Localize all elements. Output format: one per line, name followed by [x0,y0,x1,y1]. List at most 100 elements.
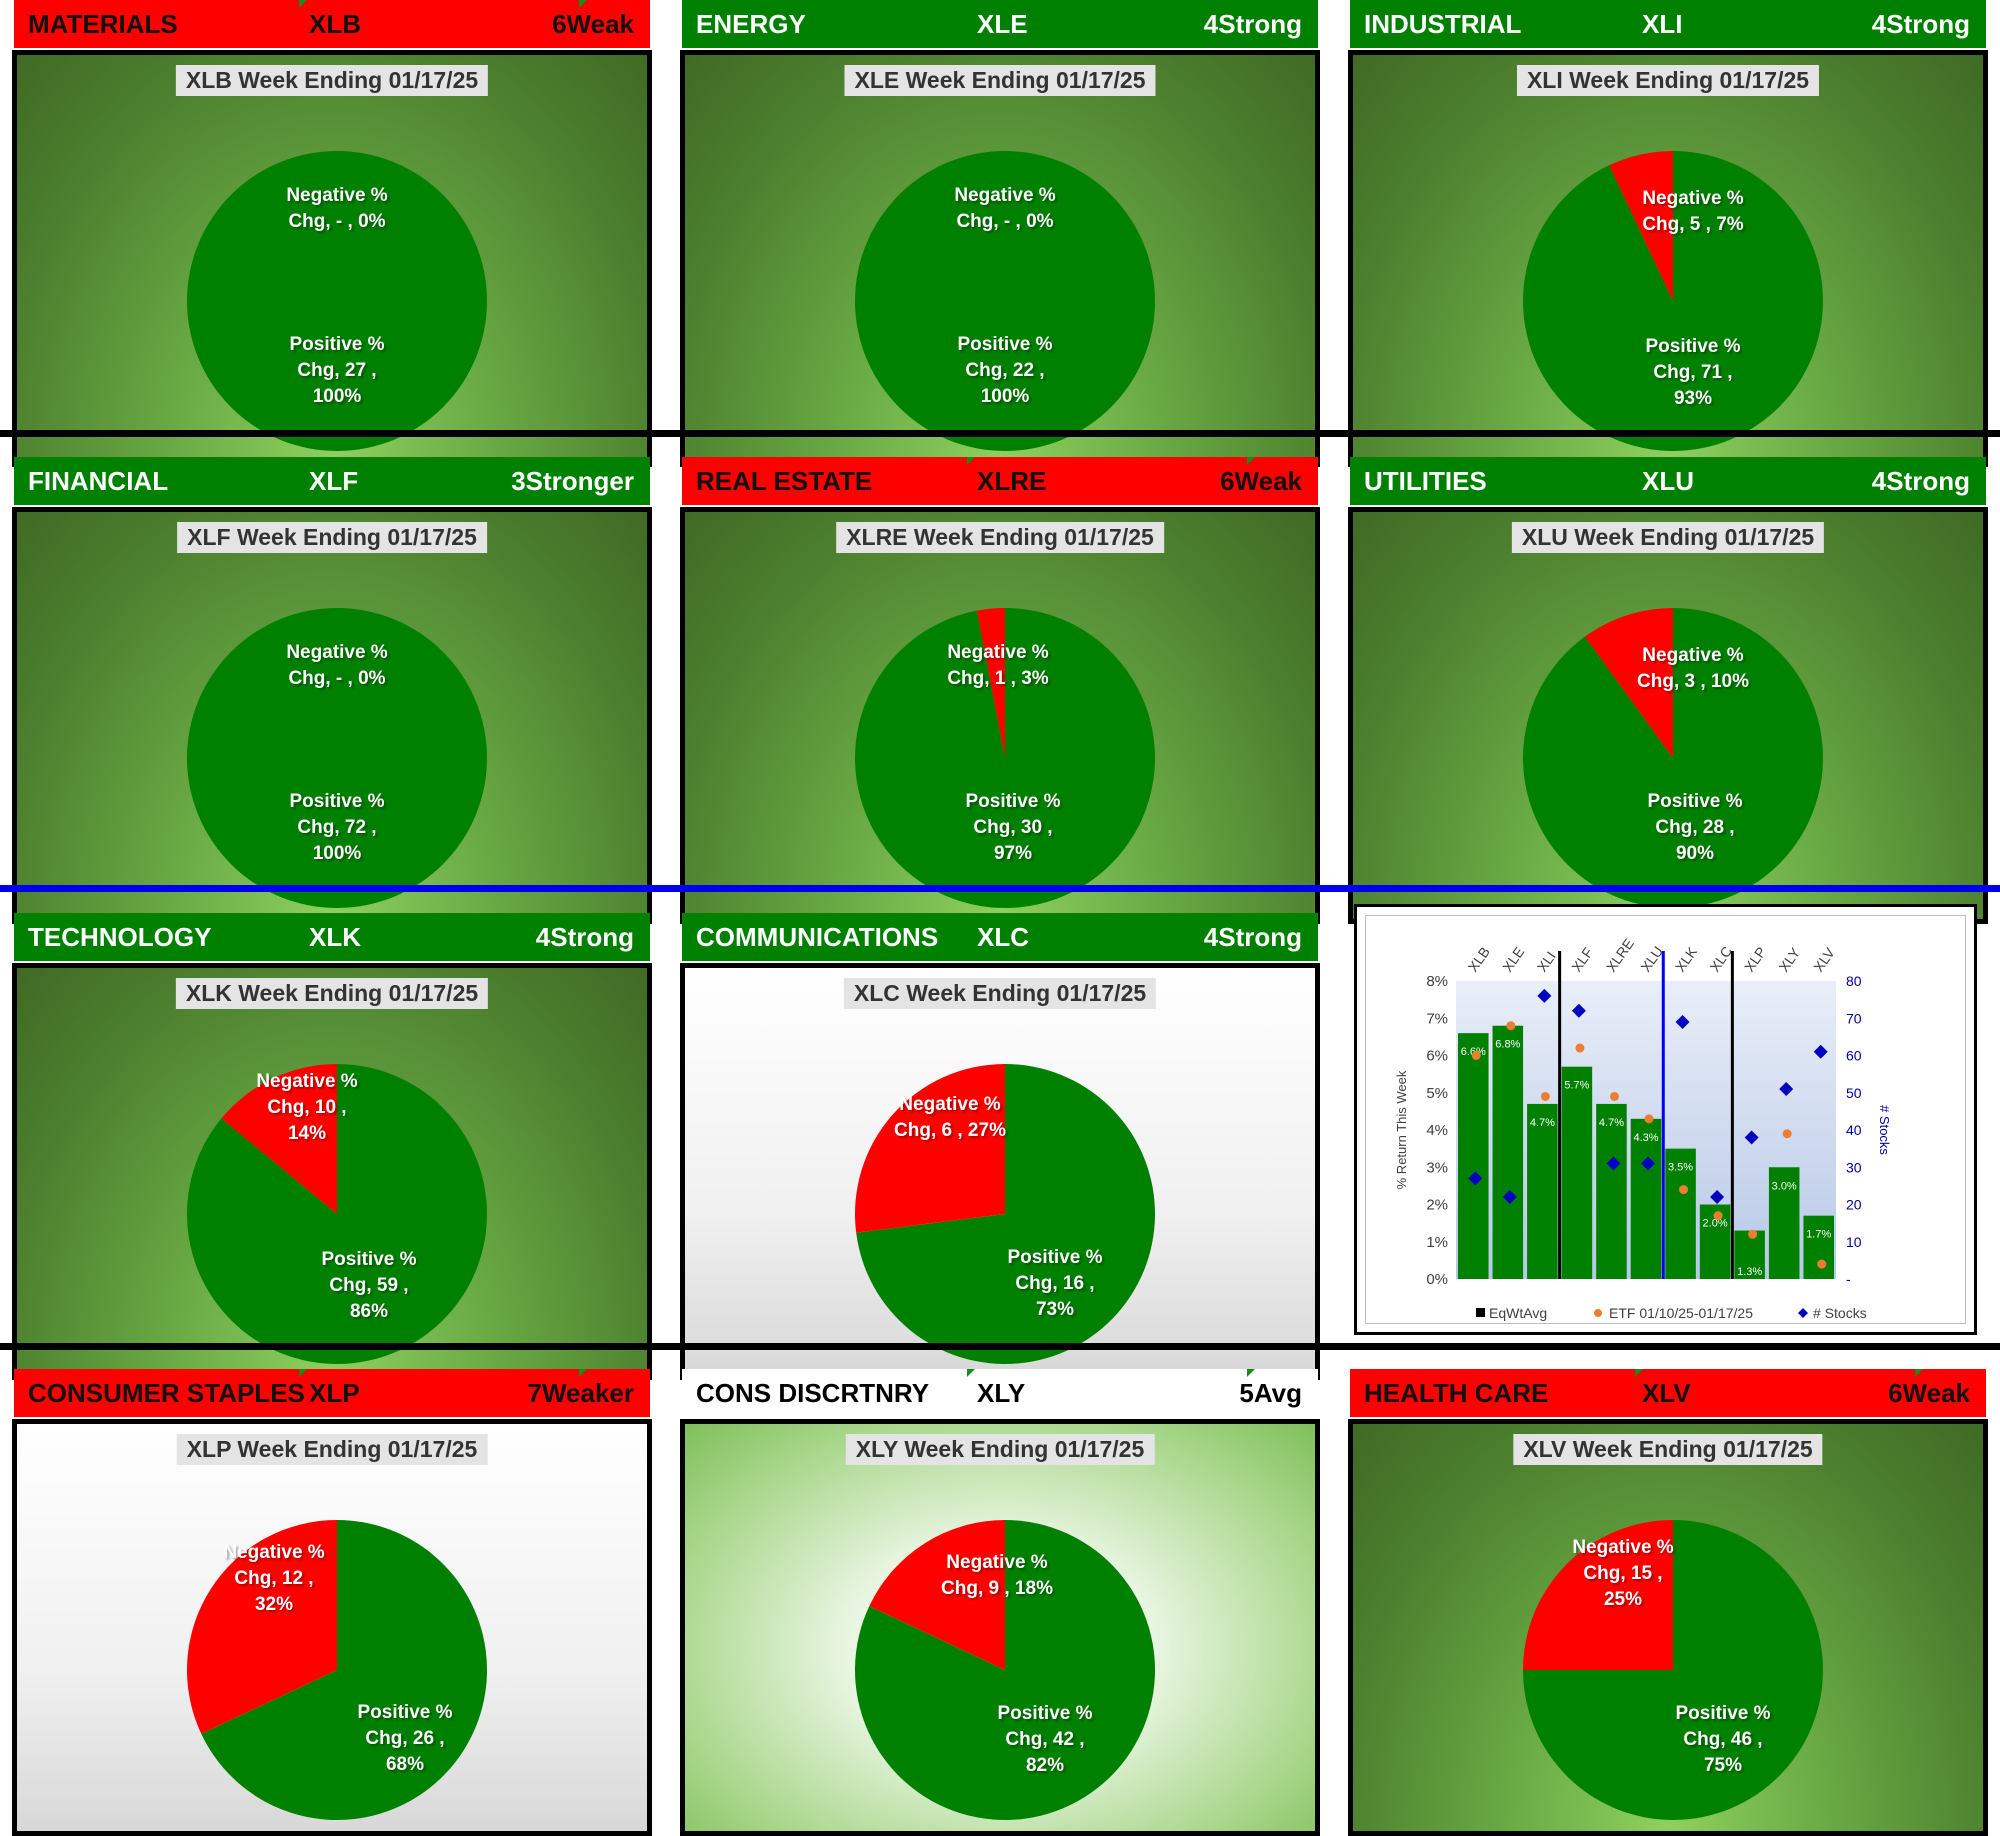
y2-tick-label: 60 [1846,1048,1862,1064]
sector-name: REAL ESTATE [696,465,873,496]
y-tick-label: 5% [1426,1085,1448,1102]
category-label: XLC [1706,943,1735,974]
pie-slice-negative [1609,151,1673,301]
cell-marker [1635,1369,1643,1377]
sector-ticker: XLF [309,465,359,496]
sector-ticker: XLV [1642,1377,1691,1408]
y2-tick-label: 70 [1846,1010,1862,1026]
bar-label: 1.3% [1737,1266,1762,1278]
pie-slice-positive [201,1520,488,1820]
pie-title: XLI Week Ending 01/17/25 [1516,65,1820,96]
sector-rating: 7Weaker [527,1377,635,1408]
pie-panel-xlv: XLV Week Ending 01/17/25 Negative % Chg, 1… [1348,1419,1988,1836]
bar-xlb [1458,1033,1489,1279]
sector-header-xlv: HEALTH CARE XLV 6Weak [1350,1369,1986,1417]
positive-label: Positive % Chg, 30 , 97% [965,791,1061,864]
stocks-marker-xlk [1675,1014,1690,1029]
pie-chart-xly [855,1520,1155,1820]
y-axis-title: % Return This Week [1394,1070,1409,1189]
cell-marker [1915,1369,1923,1377]
cell-marker [967,457,975,465]
pie-slice-positive [855,151,1155,451]
cell-marker [967,1369,975,1377]
sector-header-xly: CONS DISCRTNRY XLY 5Avg [682,1369,1318,1417]
pie-slice-positive [187,151,487,451]
pie-panel-xlb: XLB Week Ending 01/17/25 Negative % Chg, -… [12,50,652,467]
sector-ticker: XLE [977,8,1028,39]
etf-dot-xly [1782,1129,1792,1139]
sector-name: CONS DISCRTNRY [696,1377,930,1408]
y2-tick-label: - [1846,1271,1851,1287]
y-tick-label: 7% [1426,1010,1448,1027]
pie-chart-xli [1523,151,1823,451]
bar-xlv [1803,1215,1834,1279]
pie-slice-negative [855,1064,1005,1233]
etf-dot-xlu [1644,1114,1654,1124]
pie-slice-positive [187,608,487,908]
y-tick-label: 8% [1426,973,1448,990]
stocks-marker-xlc [1710,1190,1725,1205]
stocks-marker-xlv [1813,1044,1828,1059]
pie-panel-xli: XLI Week Ending 01/17/25 Negative % Chg, 5… [1348,50,1988,467]
pie-slice-negative [976,608,1005,758]
etf-dot-xlb [1471,1051,1481,1060]
pie-panel-xlk: XLK Week Ending 01/17/25 Negative % Chg, 1… [12,963,652,1380]
pie-panel-xlf: XLF Week Ending 01/17/25 Negative % Chg, -… [12,507,652,924]
sector-name: HEALTH CARE [1364,1377,1549,1408]
y-tick-label: 4% [1426,1122,1448,1139]
sector-header-xlc: COMMUNICATIONS XLC 4Strong [682,913,1318,961]
stocks-marker-xlu [1641,1156,1655,1171]
positive-label: Positive % Chg, 22 , 100% [957,334,1053,407]
y2-tick-label: 20 [1846,1197,1862,1213]
negative-label: Negative % Chg, - , 0% [286,642,388,689]
negative-label: Negative % Chg, 1 , 3% [947,642,1049,689]
row-divider-3 [0,1343,2000,1350]
pie-title: XLV Week Ending 01/17/25 [1513,1434,1823,1465]
sector-rating: 4Strong [1871,8,1970,39]
etf-dot-xlp [1748,1229,1758,1239]
sector-ticker: XLRE [977,465,1047,496]
pie-title: XLY Week Ending 01/17/25 [845,1434,1155,1465]
sector-header-xle: ENERGY XLE 4Strong [682,0,1318,48]
pie-title: XLU Week Ending 01/17/25 [1511,522,1825,553]
sector-name: INDUSTRIAL [1364,8,1522,39]
sector-rating: 5Avg [1239,1377,1302,1408]
negative-label: Negative % Chg, 5 , 7% [1642,188,1744,235]
y-tick-label: 6% [1426,1048,1448,1065]
sector-name: COMMUNICATIONS [696,921,939,952]
sector-rating: 3Stronger [511,465,634,496]
etf-dot-xlk [1679,1185,1689,1195]
category-label: XLU [1637,943,1666,974]
pie-chart-xle [855,151,1155,451]
sector-header-xli: INDUSTRIAL XLI 4Strong [1350,0,1986,48]
sector-header-xlp: CONSUMER STAPLES XLP 7Weaker [14,1369,650,1417]
pie-panel-xlp: XLP Week Ending 01/17/25 Negative % Chg, 1… [12,1419,652,1836]
legend-label: ETF 01/10/25-01/17/25 [1609,1305,1753,1321]
stocks-marker-xle [1502,1190,1517,1205]
y2-tick-label: 80 [1846,973,1862,989]
pie-title: XLK Week Ending 01/17/25 [175,978,489,1009]
positive-label: Positive % Chg, 72 , 100% [289,791,385,864]
bar-label: 3.5% [1668,1162,1693,1174]
positive-label: Positive % Chg, 46 , 75% [1675,1703,1771,1776]
positive-label: Positive % Chg, 16 , 73% [1007,1247,1103,1320]
negative-label: Negative % Chg, 6 , 27% [894,1094,1006,1141]
bar-label: 4.7% [1599,1117,1624,1129]
sector-ticker: XLC [977,921,1029,952]
stocks-marker-xlp [1744,1130,1759,1145]
y-tick-label: 0% [1426,1271,1448,1288]
y-tick-label: 2% [1426,1197,1448,1214]
sector-name: FINANCIAL [28,465,169,496]
legend-label: EqWtAvg [1489,1305,1547,1321]
stocks-marker-xlb [1468,1171,1483,1186]
sector-name: TECHNOLOGY [28,921,212,952]
cell-marker [579,1369,587,1377]
sector-header-xlk: TECHNOLOGY XLK 4Strong [14,913,650,961]
pie-slice-negative [869,1520,1005,1670]
positive-label: Positive % Chg, 42 , 82% [997,1703,1093,1776]
sector-header-xlf: FINANCIAL XLF 3Stronger [14,457,650,505]
category-label: XLK [1672,943,1701,974]
sector-name: ENERGY [696,8,806,39]
y2-tick-label: 30 [1846,1159,1862,1175]
sector-ticker: XLP [309,1377,360,1408]
